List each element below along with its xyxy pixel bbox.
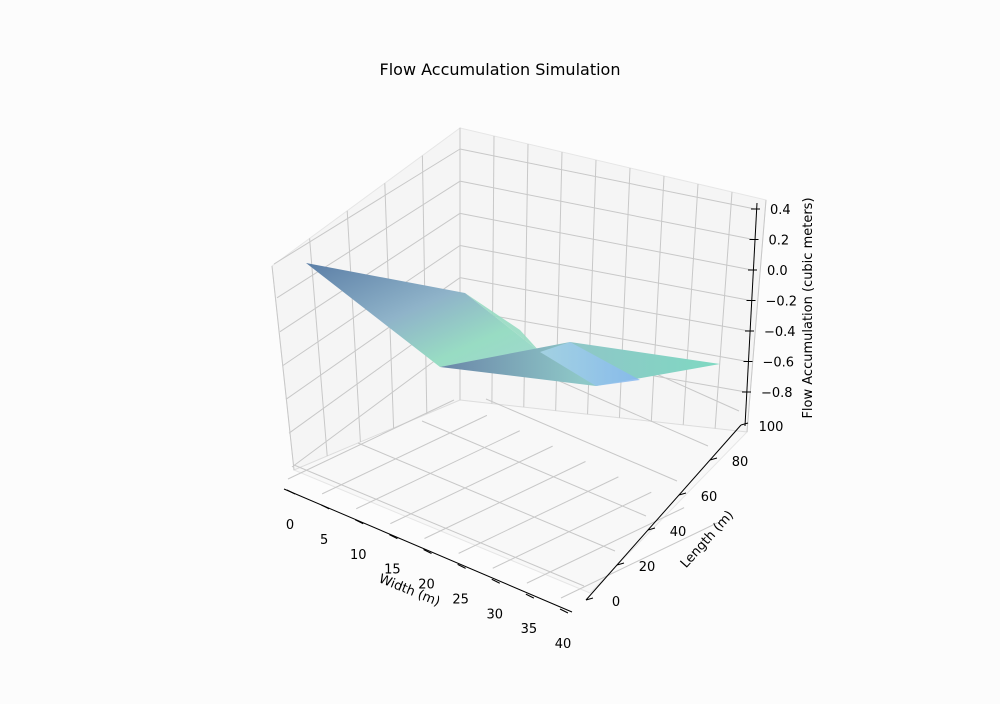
x-axis-line	[283, 488, 573, 613]
side-grid-line-vertical	[421, 155, 428, 415]
y-tick-label: 100	[759, 420, 784, 435]
y-tick-label: 40	[670, 525, 687, 540]
x-tick-label: 15	[384, 563, 401, 578]
surface-face-top-ridge	[465, 293, 540, 352]
floor-grid-line-x	[390, 445, 553, 525]
floor-grid-line-y	[421, 420, 647, 517]
y-axis-line	[585, 424, 742, 601]
x-tick-mark	[559, 608, 569, 614]
y-tick-mark	[740, 422, 749, 426]
x-tick-label: 20	[418, 578, 435, 593]
y-tick-mark	[678, 492, 687, 496]
grid-lines	[271, 128, 767, 599]
z-tick-label: 0.2	[769, 234, 790, 249]
x-tick-label: 25	[452, 592, 469, 607]
floor-grid-line-x	[458, 476, 619, 554]
back-grid-line-z	[459, 309, 748, 362]
side-grid-line-z	[273, 148, 461, 265]
z-tick-label: 0.0	[767, 264, 788, 279]
x-tick-label: 10	[350, 548, 367, 563]
z-axis-label: Flow Accumulation (cubic meters)	[801, 197, 816, 418]
floor-grid-line-x	[356, 430, 520, 510]
y-tick-mark	[616, 562, 625, 566]
side-grid-line-vertical	[271, 265, 295, 471]
back-grid-line-z	[459, 180, 754, 240]
x-tick-label: 5	[320, 533, 328, 548]
z-axis-ticks: 0.4 0.2 0.0 −0.2 −0.4 −0.6 −0.8	[742, 203, 797, 401]
back-grid-line-vertical	[682, 183, 699, 425]
y-tick-label: 0	[612, 595, 620, 610]
floor-grid-line-x	[560, 522, 718, 599]
floor-grid-line-y	[485, 398, 678, 482]
y-axis-ticks: 0 20 40 60 80 100	[585, 420, 784, 610]
floor-grid-line-y	[549, 376, 709, 447]
floor-grid-line-y	[357, 442, 616, 552]
x-tick-mark	[457, 563, 466, 569]
side-grid-line-z	[291, 341, 461, 468]
side-grid-line-z	[279, 212, 461, 333]
x-tick-label: 35	[521, 622, 538, 637]
side-grid-line-z	[276, 180, 461, 299]
floor-grid-line-x	[424, 461, 586, 539]
floor-grid-line-x	[321, 414, 488, 495]
y-tick-label: 20	[639, 560, 656, 575]
z-tick-label: −0.2	[766, 295, 798, 310]
surface-face-left	[306, 263, 540, 367]
side-grid-line-vertical	[309, 238, 328, 457]
z-tick-label: −0.4	[764, 325, 796, 340]
x-tick-label: 0	[286, 518, 294, 533]
x-tick-mark	[423, 549, 432, 554]
y-tick-label: 80	[732, 455, 749, 470]
back-grid-line-z	[459, 148, 756, 210]
x-tick-mark	[389, 534, 398, 540]
back-grid-line-vertical	[650, 175, 665, 422]
back-grid-line-vertical	[714, 191, 733, 429]
chart-title: Flow Accumulation Simulation	[379, 60, 621, 79]
floor-grid-line-x	[492, 491, 652, 569]
z-tick-label: 0.4	[770, 203, 791, 218]
x-axis-ticks: 0 5 10 15 20 25 30 35 40	[286, 489, 572, 652]
x-tick-mark	[525, 593, 535, 599]
y-axis-label: Length (m)	[678, 508, 737, 571]
back-grid-line-z	[459, 277, 750, 332]
x-tick-label: 30	[486, 607, 503, 622]
back-grid-line-z	[459, 245, 751, 301]
back-pane-right	[459, 127, 767, 433]
y-tick-mark	[647, 527, 656, 531]
floor-grid-line-y	[293, 464, 585, 587]
x-tick-label: 40	[555, 637, 572, 652]
z-axis-line	[744, 202, 758, 427]
y-tick-mark	[585, 597, 594, 601]
z-tick-label: −0.6	[763, 356, 795, 371]
floor-grid-line-x	[526, 507, 685, 584]
z-tick-label: −0.8	[761, 386, 793, 401]
surface-face-under	[540, 342, 640, 386]
x-tick-mark	[491, 578, 500, 584]
y-tick-label: 60	[701, 490, 718, 505]
y-tick-mark	[709, 457, 718, 461]
back-grid-line-z	[459, 212, 753, 271]
back-grid-line-vertical	[746, 199, 767, 433]
side-grid-line-vertical	[346, 210, 361, 443]
